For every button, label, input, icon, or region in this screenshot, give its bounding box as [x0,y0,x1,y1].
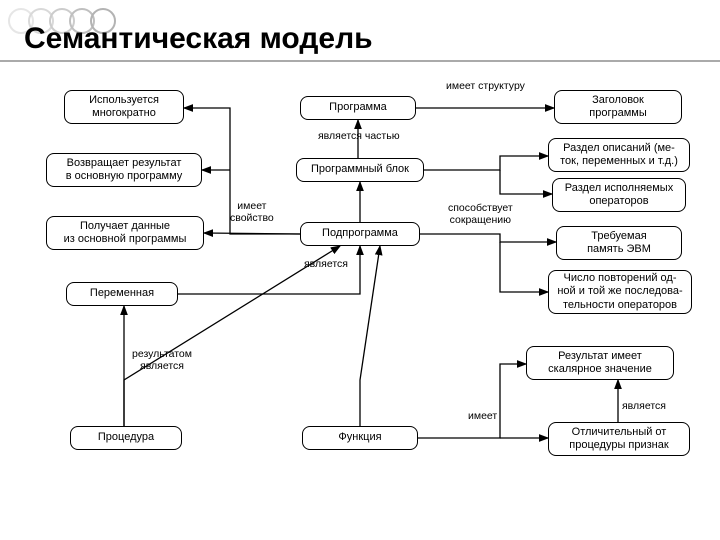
edge-label-9: результатомявляется [132,348,192,372]
edge-11 [360,246,380,426]
edge-12 [418,364,526,438]
node-n3: Заголовокпрограммы [554,90,682,124]
node-n10: Требуемаяпамять ЭВМ [556,226,682,260]
edge-4 [204,233,300,234]
edge-label-0: имеет структуру [446,80,525,92]
node-n5: Программный блок [296,158,424,182]
title-underline [0,60,720,62]
semantic-diagram: Используетсямногократно Программа Заголово… [0,70,720,540]
node-n14: Процедура [70,426,182,450]
node-n6: Раздел описаний (ме-ток, переменных и т.… [548,138,690,172]
node-n2: Программа [300,96,416,120]
edge-label-4: имеетсвойство [230,200,274,224]
node-n13: Результат имеетскалярное значение [526,346,674,380]
node-n4: Возвращает результатв основную программу [46,153,202,187]
node-n12: Число повторений од-ной и той же последо… [548,270,692,314]
page-title: Семантическая модель [24,22,373,56]
edge-label-13: является [622,400,666,412]
node-n15: Функция [302,426,418,450]
edge-label-6: способствуетсокращению [448,202,513,226]
edge-6 [420,234,556,242]
node-n7: Раздел исполняемыхоператоров [552,178,686,212]
edge-label-8: является [304,258,348,270]
edge-16 [500,170,552,194]
edge-15 [424,156,548,170]
edge-10 [124,246,340,426]
node-n16: Отличительный отпроцедуры признак [548,422,690,456]
node-n1: Используетсямногократно [64,90,184,124]
edge-7 [500,242,548,292]
node-n8: Получает данныеиз основной программы [46,216,204,250]
node-n9: Подпрограмма [300,222,420,246]
edge-label-1: является частью [318,130,400,142]
node-n11: Переменная [66,282,178,306]
edge-label-12: имеет [468,410,497,422]
